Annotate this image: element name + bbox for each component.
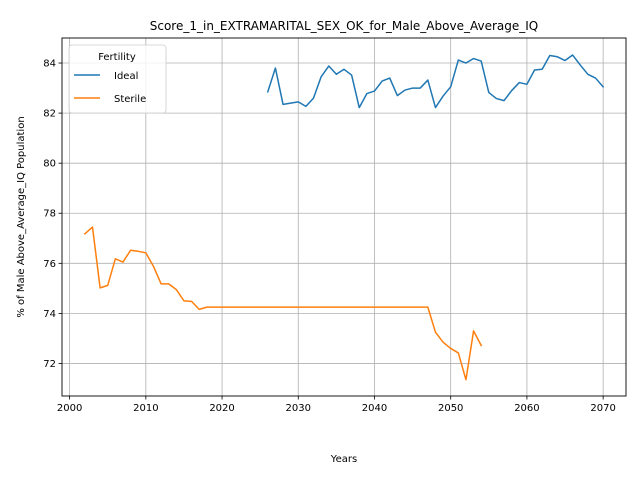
legend-label-ideal: Ideal [114,71,138,82]
x-tick-label: 2020 [209,403,234,414]
plot-frame [61,37,627,397]
y-tick-label: 84 [43,59,56,70]
x-tick-label: 2030 [286,403,311,414]
legend-title: Fertility [98,52,136,63]
y-tick-label: 72 [43,359,56,370]
series-line-ideal [266,54,605,109]
legend-box [68,44,167,114]
y-tick-label: 76 [43,259,56,270]
x-tick-label: 2070 [590,403,615,414]
series-layer [83,54,605,381]
y-tick-label: 78 [43,209,56,220]
x-tick-label: 2040 [362,403,387,414]
y-axis-title: % of Male Above_Average_IQ Population [16,116,27,317]
legend: Fertility Ideal Sterile [68,44,167,114]
x-tick-label: 2010 [133,403,158,414]
chart-title: Score_1_in_EXTRAMARITAL_SEX_OK_for_Male_… [150,19,538,33]
x-tick-label: 2050 [438,403,463,414]
y-axis: 72 74 76 78 80 82 84 [43,59,62,370]
grid-lines [62,38,626,396]
series-line-sterile [83,226,483,381]
y-tick-label: 80 [43,159,56,170]
y-tick-label: 82 [43,109,56,120]
y-tick-label: 74 [43,309,56,320]
x-tick-label: 2060 [514,403,539,414]
x-tick-label: 2000 [57,403,82,414]
x-axis-title: Years [330,454,357,465]
legend-label-sterile: Sterile [114,94,146,105]
x-axis: 2000 2010 2020 2030 2040 2050 2060 2070 [57,396,616,414]
